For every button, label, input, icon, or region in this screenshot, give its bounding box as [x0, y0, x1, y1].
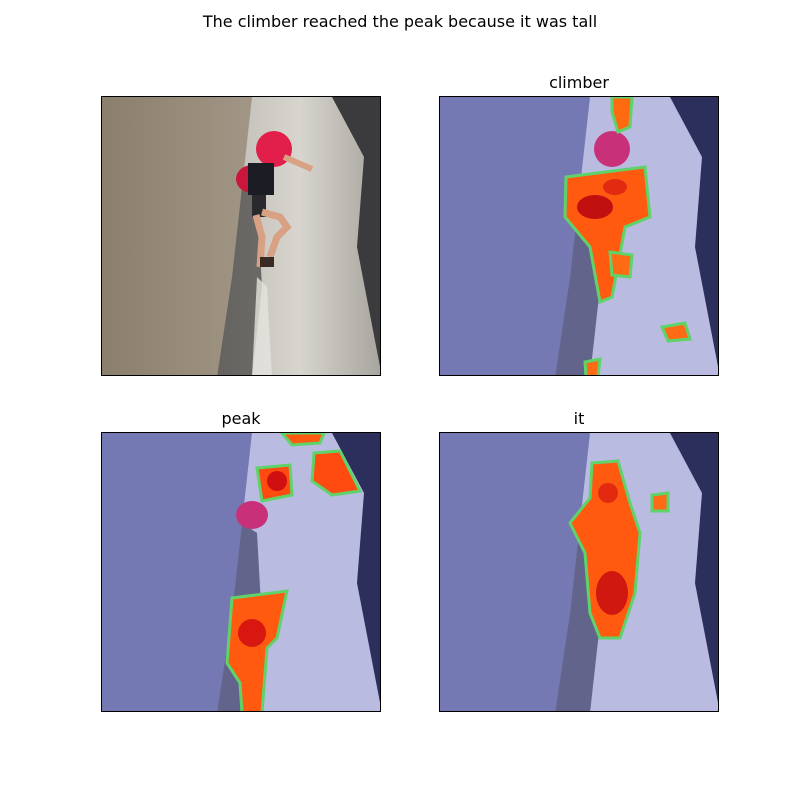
panel-heatmap-it	[439, 432, 719, 712]
panel-original-image	[101, 96, 381, 376]
panel-heatmap-climber	[439, 96, 719, 376]
panel-heatmap-peak	[101, 432, 381, 712]
panel-title-peak: peak	[221, 409, 261, 428]
panel-title-climber: climber	[549, 73, 609, 92]
panel-title-it: it	[573, 409, 585, 428]
figure-title: The climber reached the peak because it …	[202, 12, 598, 31]
